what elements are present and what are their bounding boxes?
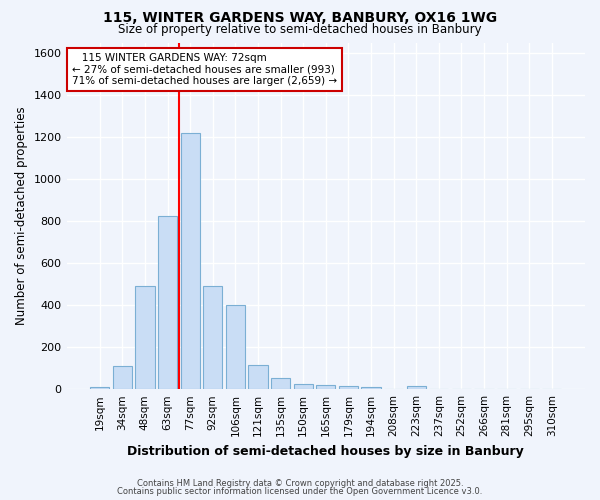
Bar xyxy=(407,386,426,389)
Bar xyxy=(339,386,358,389)
Bar xyxy=(226,305,245,389)
Y-axis label: Number of semi-detached properties: Number of semi-detached properties xyxy=(15,106,28,325)
Bar xyxy=(181,133,200,389)
Text: 115, WINTER GARDENS WAY, BANBURY, OX16 1WG: 115, WINTER GARDENS WAY, BANBURY, OX16 1… xyxy=(103,11,497,25)
Bar xyxy=(203,286,223,389)
Bar xyxy=(361,387,380,389)
Bar xyxy=(271,378,290,389)
Bar xyxy=(113,366,132,389)
Text: Contains public sector information licensed under the Open Government Licence v3: Contains public sector information licen… xyxy=(118,487,482,496)
Bar xyxy=(293,384,313,389)
Text: 115 WINTER GARDENS WAY: 72sqm
← 27% of semi-detached houses are smaller (993)
71: 115 WINTER GARDENS WAY: 72sqm ← 27% of s… xyxy=(72,53,337,86)
Bar xyxy=(136,286,155,389)
Bar xyxy=(248,365,268,389)
X-axis label: Distribution of semi-detached houses by size in Banbury: Distribution of semi-detached houses by … xyxy=(127,444,524,458)
Text: Contains HM Land Registry data © Crown copyright and database right 2025.: Contains HM Land Registry data © Crown c… xyxy=(137,478,463,488)
Bar xyxy=(316,385,335,389)
Bar xyxy=(158,216,177,389)
Text: Size of property relative to semi-detached houses in Banbury: Size of property relative to semi-detach… xyxy=(118,22,482,36)
Bar xyxy=(90,387,109,389)
